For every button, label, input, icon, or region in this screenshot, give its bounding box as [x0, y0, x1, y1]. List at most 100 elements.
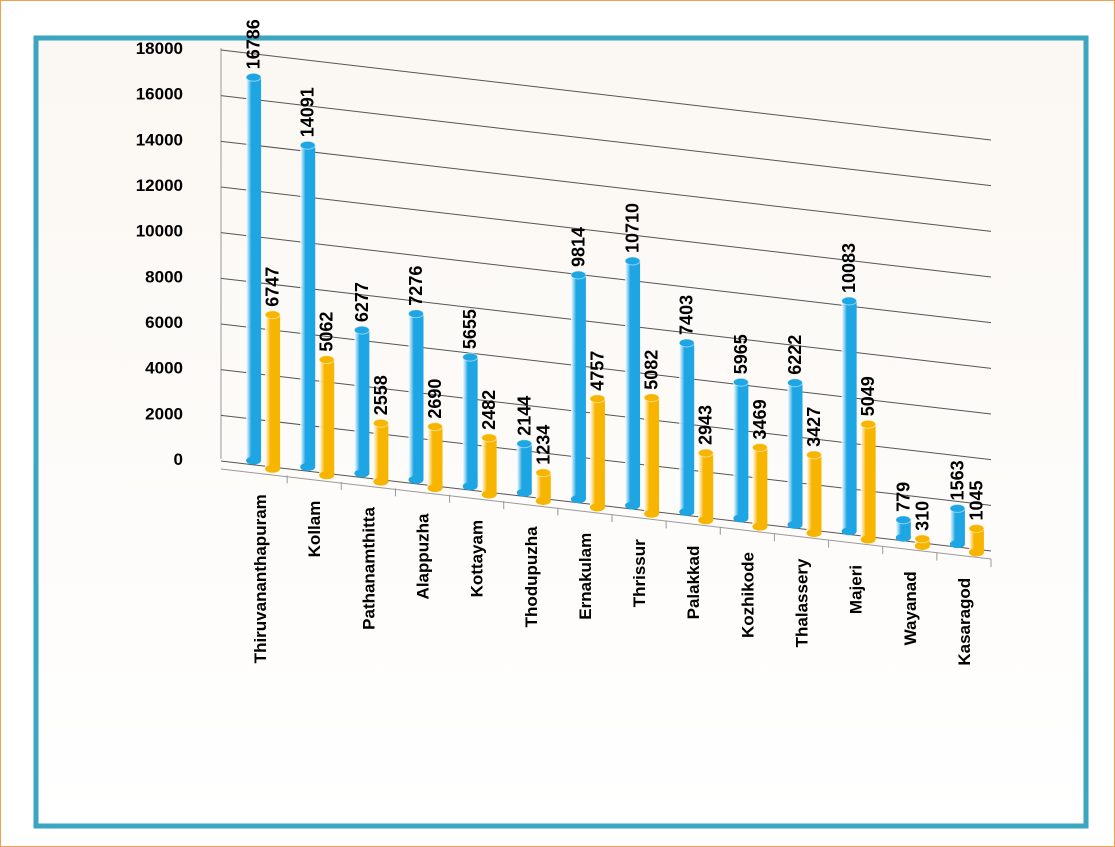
bar [516, 443, 532, 493]
bar-base [895, 533, 911, 542]
bar [787, 382, 803, 525]
value-label: 2690 [425, 379, 445, 419]
bar-base [516, 488, 532, 497]
grid-line [220, 277, 992, 369]
bar-top [624, 256, 641, 266]
x-tick-label: Ernakulam [576, 533, 595, 620]
value-label: 5655 [460, 309, 480, 349]
value-label: 6747 [263, 267, 283, 307]
x-tick-label: Thiruvananthapuram [251, 494, 270, 663]
x-axis [220, 468, 992, 560]
bar [644, 397, 660, 514]
value-label: 3469 [750, 399, 770, 439]
bar-top [245, 72, 262, 82]
value-label: 5965 [731, 334, 751, 374]
value-label: 5062 [317, 312, 337, 352]
y-tick-label: 10000 [136, 222, 183, 241]
bar-base [319, 471, 335, 480]
bar-base [408, 475, 424, 484]
bar-base [462, 482, 478, 491]
bar-base [806, 529, 822, 538]
bar-base [589, 503, 605, 512]
bar [806, 454, 822, 534]
y-tick-label: 4000 [145, 359, 183, 378]
bar [408, 313, 424, 480]
bar-top [968, 524, 985, 534]
bar-base [914, 541, 930, 550]
bar [841, 301, 857, 532]
bar-top [299, 140, 316, 150]
bar-top [408, 309, 424, 319]
bar [752, 447, 768, 527]
value-label: 1045 [966, 480, 986, 520]
value-label: 6222 [785, 335, 805, 375]
grid-line [220, 323, 992, 415]
bar-top [914, 534, 931, 544]
x-tick-label: Kasaragod [955, 578, 974, 666]
bar [895, 519, 911, 538]
bar [733, 382, 749, 519]
bar [625, 261, 641, 506]
y-tick-label: 2000 [145, 404, 183, 423]
x-tick-label: Alappuzha [414, 513, 433, 599]
bar-top [678, 338, 695, 348]
value-label: 2943 [696, 405, 716, 445]
bar-top [427, 422, 443, 432]
grid-line [220, 95, 992, 187]
x-tick-label: Kollam [305, 501, 324, 558]
y-tick-label: 12000 [136, 176, 183, 195]
bar-base [570, 495, 586, 504]
bar-top [751, 442, 768, 452]
bar-base [300, 462, 316, 471]
bar-top [841, 296, 858, 306]
x-tick-label: Thalassery [793, 558, 812, 647]
bar [265, 314, 281, 469]
bar [535, 472, 551, 501]
bar-base [787, 520, 803, 529]
bar [481, 437, 497, 495]
y-tick-label: 16000 [136, 85, 183, 104]
bar-base [841, 527, 857, 536]
bar-base [949, 540, 965, 549]
y-tick-label: 8000 [145, 267, 183, 286]
y-tick-label: 6000 [145, 313, 183, 332]
value-label: 6277 [352, 282, 372, 322]
bar [860, 424, 876, 540]
value-label: 7403 [677, 295, 697, 335]
bar [589, 398, 605, 508]
bar [373, 423, 389, 482]
bar [698, 453, 714, 521]
bar [949, 508, 965, 545]
bar-top [949, 503, 966, 513]
bar-base [246, 456, 262, 465]
bar-base [354, 469, 370, 478]
x-tick-label: Pathanamthitta [359, 507, 378, 630]
x-tick-label: Majeri [847, 565, 866, 614]
bar-top [264, 310, 281, 320]
bar [462, 357, 478, 487]
bar-base [625, 501, 641, 510]
bar-base [733, 514, 749, 523]
bar-base [427, 484, 443, 493]
bar-top [806, 450, 822, 460]
value-label: 310 [912, 501, 932, 531]
value-label: 10083 [839, 243, 859, 293]
value-label: 10710 [623, 203, 643, 253]
bar [246, 77, 262, 461]
value-label: 779 [893, 482, 913, 512]
bar [354, 330, 370, 474]
bar-top [462, 352, 479, 362]
value-label: 7276 [406, 266, 426, 306]
x-tick-label: Thodupuzha [522, 526, 541, 628]
bar-top [643, 393, 660, 403]
bar [679, 342, 695, 512]
value-label: 2144 [514, 396, 534, 436]
bar-base [860, 535, 876, 544]
grid-line [220, 140, 992, 232]
bar-base [698, 516, 714, 525]
bar-top [697, 448, 714, 458]
frame [33, 35, 1089, 829]
value-label: 5082 [642, 350, 662, 390]
value-label: 2482 [479, 390, 499, 430]
